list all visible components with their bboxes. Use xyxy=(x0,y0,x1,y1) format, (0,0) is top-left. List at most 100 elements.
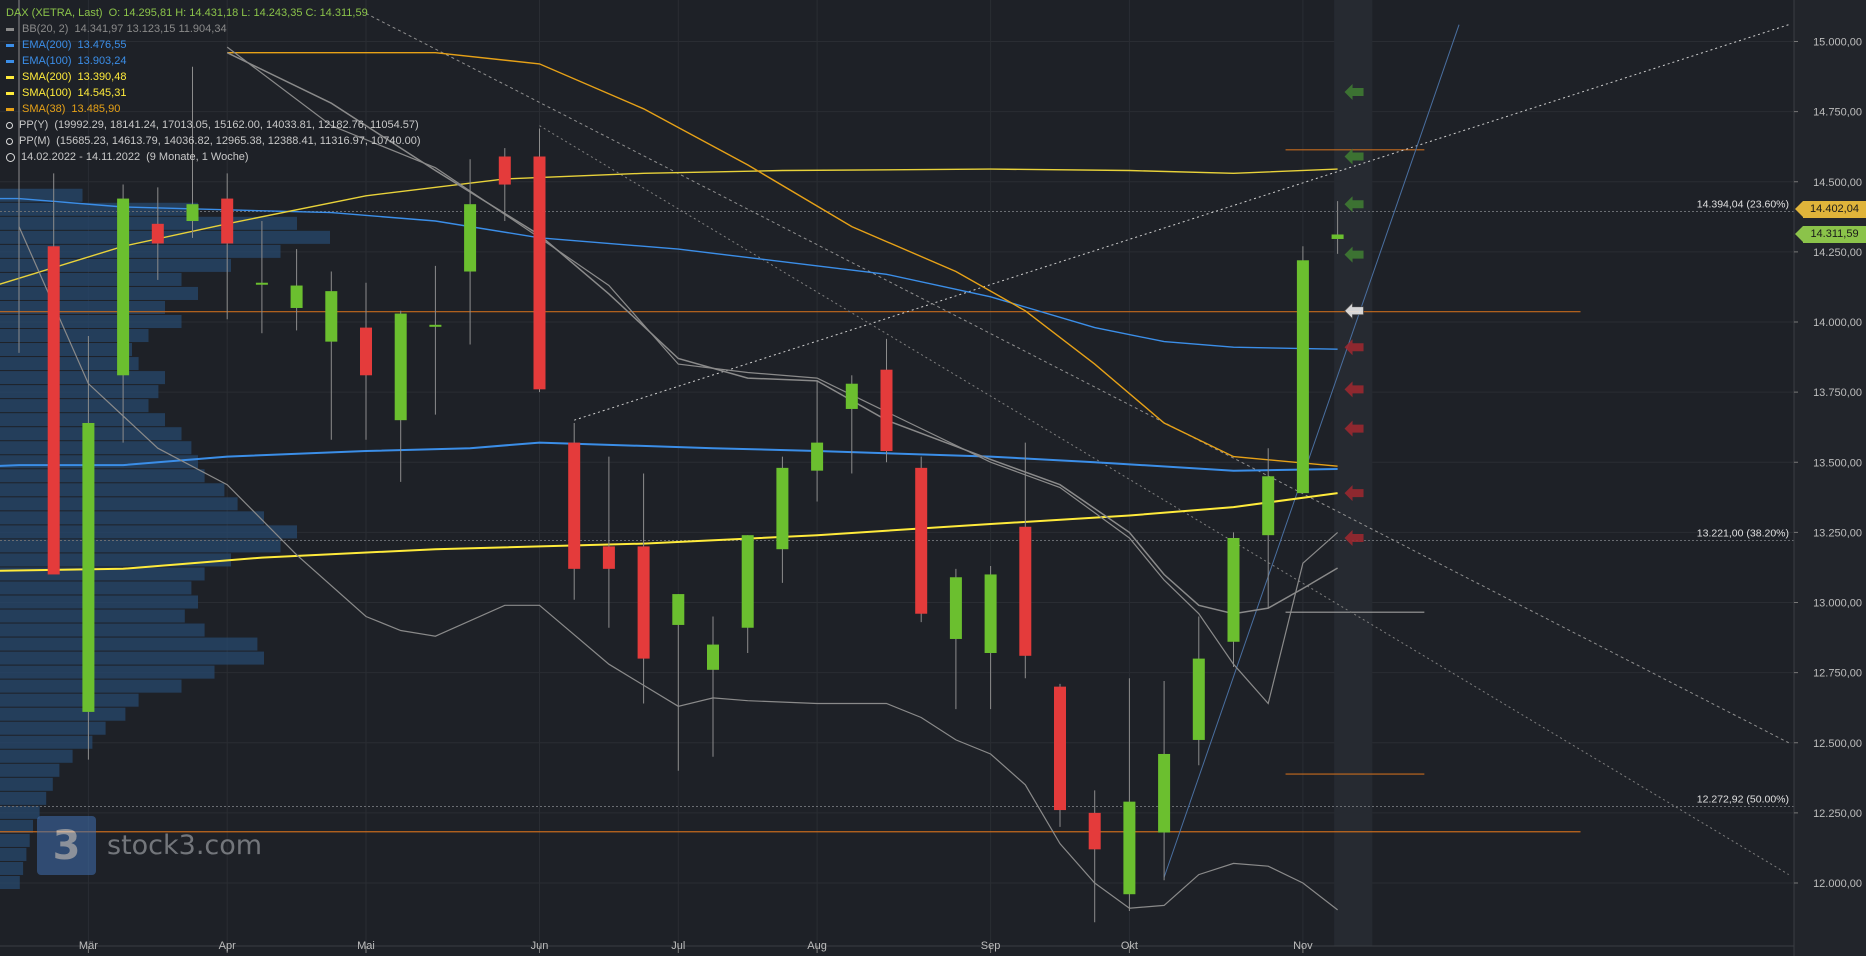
candle xyxy=(915,456,928,623)
legend-pivot-label: PP(Y) xyxy=(19,119,49,131)
price-tick-label: 14.250,00 xyxy=(1813,247,1862,259)
candle-body xyxy=(1088,812,1101,850)
month-label: Mär xyxy=(79,940,98,952)
legend-range-dates: 14.02.2022 - 14.11.2022 xyxy=(21,151,141,163)
legend-main-row: DAX (XETRA, Last) O: 14.295,81 H: 14.431… xyxy=(6,5,421,21)
pivot-dot-icon xyxy=(6,137,13,145)
candle xyxy=(1054,683,1066,827)
candle-body xyxy=(533,156,546,390)
legend-indicator-label: SMA(38) xyxy=(22,103,66,115)
volume-profile-bar xyxy=(0,875,20,890)
volume-profile-bar xyxy=(0,735,93,749)
signal-arrow-icon xyxy=(1344,339,1364,356)
legend-swatch xyxy=(6,59,14,63)
volume-profile-bar xyxy=(0,286,198,300)
signal-arrow-icon xyxy=(1344,529,1364,546)
candle-body xyxy=(568,442,581,569)
candle xyxy=(290,249,303,331)
candle xyxy=(429,265,442,415)
candle-body xyxy=(151,223,164,244)
volume-profile-bar xyxy=(0,441,192,455)
last-price-tag-upper: 14.402,04 xyxy=(1795,200,1866,218)
volume-profile-bar xyxy=(0,693,139,707)
candle-body xyxy=(82,422,95,712)
legend-indicator-label: EMA(200) xyxy=(22,39,72,51)
candle xyxy=(464,159,477,345)
fib-level-label: 12.272,92 (50.00%) xyxy=(1697,793,1789,805)
fib-level-label: 14.394,04 (23.60%) xyxy=(1697,198,1789,210)
candle-body xyxy=(1123,801,1136,895)
candle-body xyxy=(394,313,407,421)
indicator-line xyxy=(0,197,1338,350)
month-label: Jun xyxy=(531,940,549,952)
candle-body xyxy=(1227,537,1240,642)
candle-body xyxy=(47,246,60,575)
legend-indicator-value: 13.390,48 xyxy=(77,71,127,83)
legend-pivot-value: (19992.29, 18141.24, 17013.05, 15162.00,… xyxy=(54,119,419,131)
legend-pivot-label: PP(M) xyxy=(19,135,51,147)
candle xyxy=(568,422,581,600)
candle xyxy=(533,128,546,393)
legend-indicator-row: BB(20, 2) 14.341,97 13.123,15 11.904,34 xyxy=(6,21,421,37)
month-label: Jul xyxy=(671,940,685,952)
candle xyxy=(1123,678,1136,912)
candle-body xyxy=(637,546,650,659)
legend-indicator-row: SMA(100) 14.545,31 xyxy=(6,85,421,101)
month-label: Aug xyxy=(807,940,827,952)
legend-indicator-value: 13.476,55 xyxy=(77,39,127,51)
price-tick-label: 12.000,00 xyxy=(1813,878,1862,890)
candle xyxy=(672,594,685,771)
last-price-tag-close: 14.311,59 xyxy=(1795,225,1866,243)
stock3-logo: 3 stock3.com xyxy=(37,816,262,875)
candle xyxy=(151,187,164,280)
candle xyxy=(1158,681,1171,881)
candle xyxy=(811,380,824,502)
signal-arrow-icon xyxy=(1343,301,1364,320)
candle-body xyxy=(429,324,442,327)
price-tick-label: 14.000,00 xyxy=(1813,317,1862,329)
clock-icon xyxy=(6,152,15,162)
candle-body xyxy=(221,198,234,244)
volume-profile-bar xyxy=(0,721,106,735)
signal-arrow-icon xyxy=(1344,381,1364,398)
stock3-logo-mark: 3 xyxy=(37,816,96,875)
chart-legend: DAX (XETRA, Last) O: 14.295,81 H: 14.431… xyxy=(6,5,421,165)
candle-body xyxy=(1331,234,1344,239)
candle xyxy=(637,473,650,704)
price-tick-label: 12.500,00 xyxy=(1813,738,1862,750)
volume-profile-bar xyxy=(0,861,24,875)
price-tick-label: 13.250,00 xyxy=(1813,527,1862,539)
legend-swatch xyxy=(6,27,14,31)
legend-main-ohlc: O: 14.295,81 H: 14.431,18 L: 14.243,35 C… xyxy=(108,7,368,19)
candle-body xyxy=(325,291,338,342)
price-tick-label: 13.750,00 xyxy=(1813,387,1862,399)
candle-body xyxy=(1019,526,1032,656)
signal-arrow-icon xyxy=(1344,148,1364,165)
candle-body xyxy=(186,204,199,222)
legend-swatch xyxy=(6,107,14,111)
legend-pivot-value: (15685.23, 14613.79, 14036.82, 12965.38,… xyxy=(56,135,421,147)
candle-body xyxy=(672,594,685,625)
candle xyxy=(82,336,95,760)
candle-body xyxy=(464,204,477,272)
candle xyxy=(880,338,893,463)
volume-profile-bar xyxy=(0,763,60,777)
candle xyxy=(325,271,338,440)
volume-profile-bar xyxy=(0,469,205,483)
candle xyxy=(255,221,268,334)
volume-profile-bar xyxy=(0,272,182,286)
legend-indicator-value: 13.903,24 xyxy=(77,55,127,67)
legend-indicator-label: EMA(100) xyxy=(22,55,72,67)
candle xyxy=(186,66,199,238)
legend-indicator-label: SMA(100) xyxy=(22,87,72,99)
candle xyxy=(949,568,962,710)
candle xyxy=(18,0,20,353)
legend-indicator-value: 14.341,97 13.123,15 11.904,34 xyxy=(74,23,227,35)
signal-arrow-icon xyxy=(1344,196,1364,213)
candle xyxy=(1088,790,1101,923)
price-tick-label: 12.750,00 xyxy=(1813,668,1862,680)
candle-body xyxy=(498,156,511,185)
candle xyxy=(360,282,372,440)
volume-profile-bar xyxy=(0,819,33,833)
